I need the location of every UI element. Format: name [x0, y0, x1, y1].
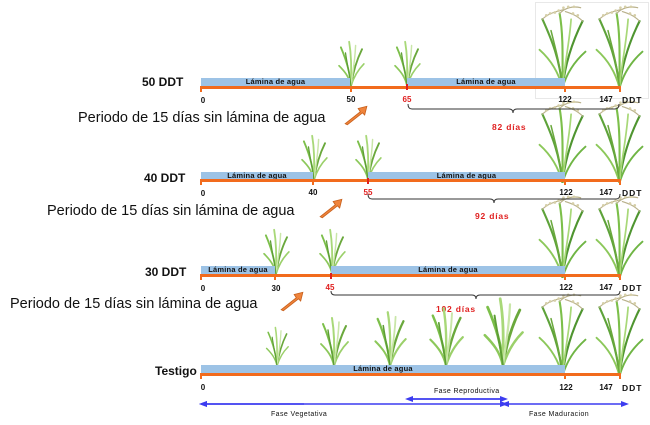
- tick-mark: [619, 86, 621, 92]
- brace-icon: [330, 291, 621, 300]
- tick-label: 122: [558, 95, 572, 104]
- brace-icon: [407, 104, 620, 114]
- rice-plant-icon: [262, 326, 292, 366]
- tick-mark: [564, 373, 566, 379]
- span-days-label: 82 días: [492, 122, 527, 132]
- tick-mark: [564, 274, 566, 280]
- tick-mark: [564, 86, 566, 92]
- tick-label: 122: [559, 188, 573, 197]
- tick-mark: [312, 179, 314, 185]
- tick-label: 0: [200, 383, 206, 392]
- tick-mark: [367, 178, 369, 184]
- timeline-axis: [201, 373, 621, 376]
- tick-label: 147: [599, 283, 613, 292]
- tick-label: 65: [402, 95, 412, 104]
- tick-label: 147: [599, 383, 613, 392]
- dry-period-label: Periodo de 15 días sin lámina de agua: [47, 203, 295, 219]
- tick-mark: [200, 373, 202, 379]
- brace-icon: [367, 194, 621, 204]
- tick-mark: [619, 179, 621, 185]
- span-days-label: 102 días: [436, 304, 476, 314]
- unit-label: DDT: [622, 283, 643, 293]
- tick-mark: [619, 274, 621, 280]
- dry-period-label: Periodo de 15 días sin lámina de agua: [78, 110, 326, 126]
- rice-plant-mature-icon: [592, 2, 647, 88]
- unit-label: DDT: [622, 383, 643, 393]
- tick-mark: [564, 179, 566, 185]
- unit-label: DDT: [622, 95, 643, 105]
- rice-plant-icon: [372, 310, 408, 366]
- tick-label: 147: [599, 95, 613, 104]
- maturity-panel: [535, 2, 649, 99]
- tick-label: 0: [200, 284, 206, 293]
- tick-label: 122: [559, 283, 573, 292]
- timeline-axis: [201, 274, 621, 277]
- rice-plant-icon: [318, 316, 350, 366]
- tick-mark: [200, 179, 202, 185]
- tick-label: 30: [271, 284, 281, 293]
- tick-mark: [200, 274, 202, 280]
- water-layer-bar: Lámina de agua: [201, 172, 313, 180]
- timeline-axis: [201, 179, 621, 182]
- row-label: 50 DDT: [142, 75, 184, 89]
- phase-label-maturation: Fase Maduracion: [529, 411, 590, 418]
- rice-plant-icon: [482, 296, 524, 366]
- water-layer-bar: Lámina de agua: [407, 78, 565, 86]
- double-arrow-icon: [501, 401, 629, 407]
- tick-label: 50: [346, 95, 356, 104]
- water-layer-bar: Lámina de agua: [201, 266, 275, 274]
- water-layer-bar: Lámina de agua: [201, 365, 565, 373]
- tick-mark: [200, 86, 202, 92]
- unit-label: DDT: [622, 188, 643, 198]
- double-arrow-icon: [405, 396, 508, 402]
- tick-label: 147: [599, 188, 613, 197]
- arrow-up-right-icon: [279, 289, 305, 313]
- dry-period-label: Periodo de 15 días sin lámina de agua: [10, 296, 258, 312]
- tick-mark: [274, 274, 276, 280]
- rice-plant-mature-icon: [535, 2, 590, 88]
- tick-mark: [350, 86, 352, 92]
- arrow-up-right-icon: [318, 196, 344, 220]
- row-label: 40 DDT: [144, 171, 186, 185]
- phase-label-vegetative: Fase Vegetativa: [271, 411, 328, 418]
- tick-mark: [619, 373, 621, 379]
- tick-label: 0: [200, 96, 206, 105]
- phase-label-reproductive: Fase Reproductiva: [434, 388, 500, 395]
- tick-label: 55: [363, 188, 373, 197]
- tick-label: 122: [559, 383, 573, 392]
- row-label: Testigo: [155, 364, 197, 378]
- timeline-axis: [201, 86, 621, 89]
- tick-label: 40: [308, 188, 318, 197]
- tick-mark: [330, 273, 332, 279]
- water-layer-bar: Lámina de agua: [368, 172, 565, 180]
- span-days-label: 92 días: [475, 211, 510, 221]
- water-layer-bar: Lámina de agua: [201, 78, 350, 86]
- tick-label: 45: [325, 283, 335, 292]
- rice-plant-icon: [427, 306, 465, 366]
- tick-label: 0: [200, 189, 206, 198]
- arrow-up-right-icon: [343, 103, 369, 127]
- row-label: 30 DDT: [145, 265, 187, 279]
- tick-mark: [406, 84, 408, 90]
- water-layer-bar: Lámina de agua: [331, 266, 565, 274]
